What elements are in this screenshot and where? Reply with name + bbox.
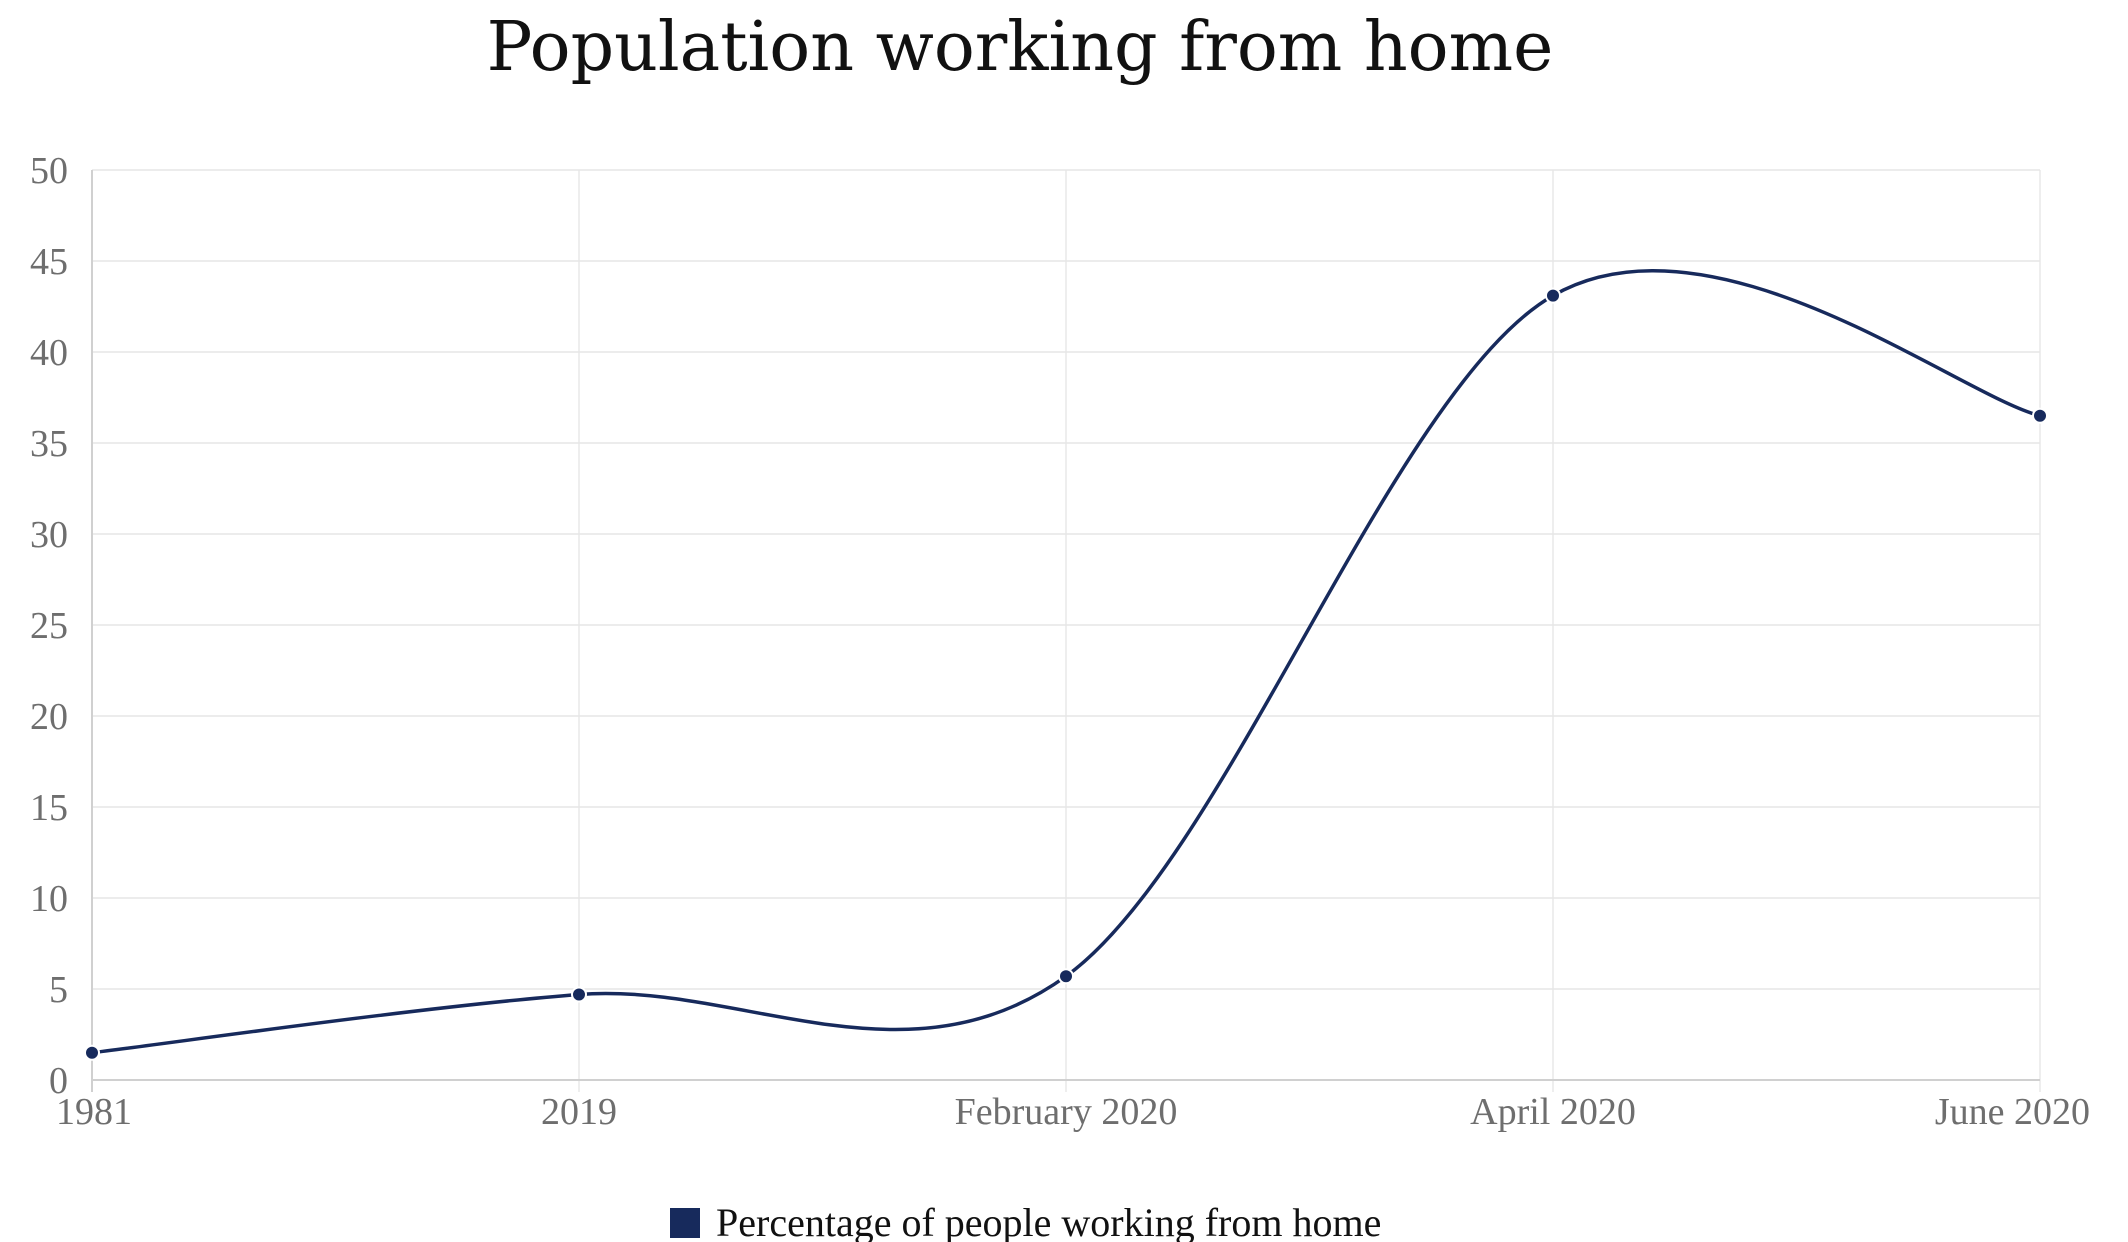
- x-tick-label: 1981: [56, 1091, 132, 1133]
- y-tick-label: 15: [30, 787, 68, 829]
- legend-label: Percentage of people working from home: [716, 1200, 1381, 1242]
- series-layer: [84, 268, 2048, 1061]
- y-axis-ticks: 0 5 10 15 20 25 30 35 40 45 50: [30, 150, 68, 1102]
- x-tick-label: April 2020: [1470, 1091, 1636, 1133]
- x-tick-label: June 2020: [1935, 1091, 2090, 1133]
- y-tick-label: 45: [30, 241, 68, 283]
- data-point[interactable]: [1058, 968, 1074, 985]
- x-tick-label: 2019: [541, 1091, 617, 1133]
- axes: [91, 170, 2040, 1092]
- chart-title: Population working from home: [487, 8, 1554, 87]
- data-point[interactable]: [1545, 287, 1561, 304]
- x-tick-label: February 2020: [955, 1091, 1178, 1133]
- y-tick-label: 10: [30, 878, 68, 920]
- gridlines: [92, 169, 2041, 1092]
- y-tick-label: 35: [30, 423, 68, 465]
- data-point[interactable]: [571, 986, 587, 1003]
- data-point[interactable]: [84, 1044, 100, 1061]
- legend[interactable]: Percentage of people working from home: [670, 1200, 1381, 1242]
- series-line: [91, 268, 2041, 1055]
- legend-swatch: [670, 1208, 700, 1238]
- data-point[interactable]: [2032, 407, 2048, 424]
- y-tick-label: 40: [30, 332, 68, 374]
- y-tick-label: 30: [30, 514, 68, 556]
- y-tick-label: 20: [30, 696, 68, 738]
- y-tick-label: 50: [30, 150, 68, 192]
- x-axis-ticks: 1981 2019 February 2020 April 2020 June 2020: [56, 1091, 2090, 1133]
- y-tick-label: 25: [30, 605, 68, 647]
- y-tick-label: 0: [49, 1060, 68, 1102]
- y-tick-label: 5: [49, 969, 68, 1011]
